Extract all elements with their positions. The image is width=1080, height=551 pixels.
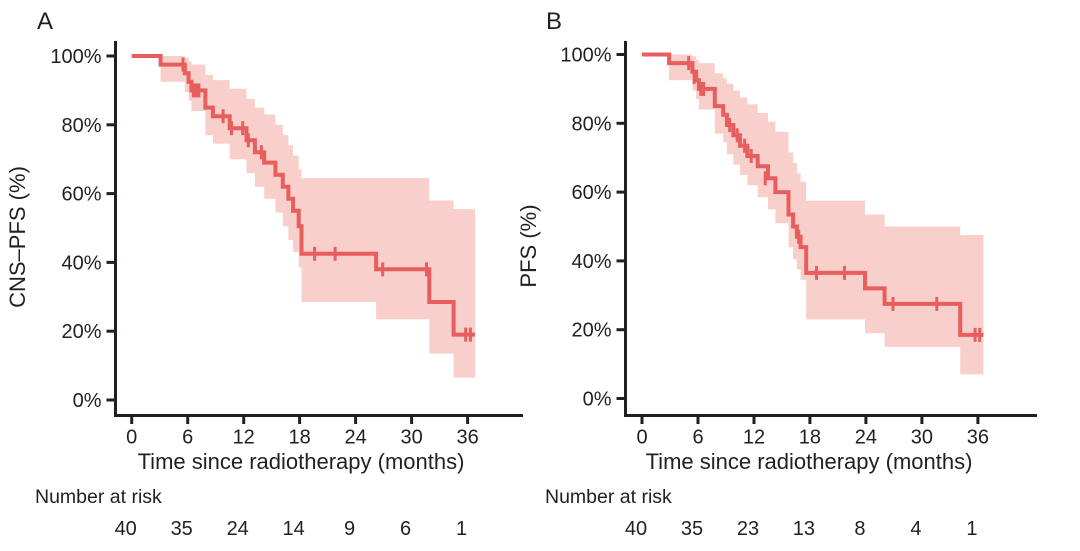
x-tick-label-b: 18 bbox=[799, 427, 821, 449]
y-tick-label-b: 40% bbox=[571, 251, 611, 273]
risk-count-b: 23 bbox=[737, 518, 759, 540]
x-tick-label-b: 30 bbox=[911, 427, 933, 449]
y-tick-label-b: 0% bbox=[583, 389, 612, 411]
x-axis-title-a: Time since radiotherapy (months) bbox=[137, 449, 465, 474]
risk-count-a: 40 bbox=[115, 518, 137, 540]
y-tick-label-a: 40% bbox=[61, 252, 101, 274]
y-tick-label-a: 100% bbox=[50, 46, 101, 68]
y-axis-title-cns-pfs: CNS–PFS (%) bbox=[5, 166, 30, 308]
risk-count-b: 13 bbox=[793, 518, 815, 540]
x-tick-label-b: 24 bbox=[855, 427, 877, 449]
x-tick-label-a: 18 bbox=[288, 427, 310, 449]
y-tick-label-b: 60% bbox=[571, 182, 611, 204]
y-tick-label-a: 0% bbox=[73, 390, 102, 412]
y-tick-label-a: 80% bbox=[61, 115, 101, 137]
km-curve-b bbox=[642, 52, 984, 337]
x-tick-label-a: 0 bbox=[126, 427, 137, 449]
y-tick-label-a: 20% bbox=[61, 321, 101, 343]
x-tick-label-b: 12 bbox=[743, 427, 765, 449]
y-axis-title-pfs: PFS (%) bbox=[516, 204, 541, 288]
risk-count-a: 35 bbox=[171, 518, 193, 540]
x-tick-label-a: 12 bbox=[233, 427, 255, 449]
x-axis-title-b: Time since radiotherapy (months) bbox=[645, 449, 973, 474]
y-tick-label-b: 80% bbox=[571, 113, 611, 135]
ci-band-b bbox=[642, 54, 984, 375]
risk-count-b: 1 bbox=[966, 518, 977, 540]
number-at-risk-label-b: Number at risk bbox=[545, 486, 672, 508]
x-tick-label-a: 6 bbox=[182, 427, 193, 449]
km-curve-a bbox=[131, 54, 475, 337]
x-tick-label-a: 30 bbox=[400, 427, 422, 449]
panel-b-label: B bbox=[546, 8, 563, 35]
risk-count-a: 1 bbox=[456, 518, 467, 540]
ci-band-a bbox=[131, 56, 475, 378]
risk-count-b: 40 bbox=[625, 518, 647, 540]
risk-count-a: 24 bbox=[227, 518, 249, 540]
x-tick-label-a: 36 bbox=[456, 427, 478, 449]
risk-count-b: 35 bbox=[681, 518, 703, 540]
x-tick-label-b: 0 bbox=[636, 427, 647, 449]
y-tick-label-b: 100% bbox=[560, 45, 611, 67]
y-tick-label-b: 20% bbox=[571, 320, 611, 342]
x-tick-label-b: 36 bbox=[967, 427, 989, 449]
risk-count-a: 9 bbox=[344, 518, 355, 540]
x-tick-label-b: 6 bbox=[692, 427, 703, 449]
risk-count-a: 14 bbox=[282, 518, 304, 540]
x-tick-label-a: 24 bbox=[344, 427, 366, 449]
risk-count-b: 8 bbox=[854, 518, 865, 540]
risk-count-b: 4 bbox=[910, 518, 921, 540]
panel-a-label: A bbox=[37, 8, 54, 35]
risk-count-a: 6 bbox=[400, 518, 411, 540]
number-at-risk-label-a: Number at risk bbox=[35, 486, 162, 508]
y-tick-label-a: 60% bbox=[61, 184, 101, 206]
